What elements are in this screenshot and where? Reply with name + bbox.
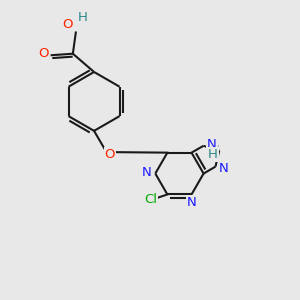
Text: O: O bbox=[105, 148, 115, 161]
Text: O: O bbox=[38, 47, 49, 60]
Text: N: N bbox=[219, 162, 229, 175]
Text: Cl: Cl bbox=[144, 193, 157, 206]
Text: H: H bbox=[77, 11, 87, 24]
Text: N: N bbox=[187, 196, 197, 209]
Text: H: H bbox=[208, 148, 218, 161]
Text: N: N bbox=[207, 138, 217, 151]
Text: N: N bbox=[142, 167, 152, 179]
Text: O: O bbox=[62, 18, 73, 31]
